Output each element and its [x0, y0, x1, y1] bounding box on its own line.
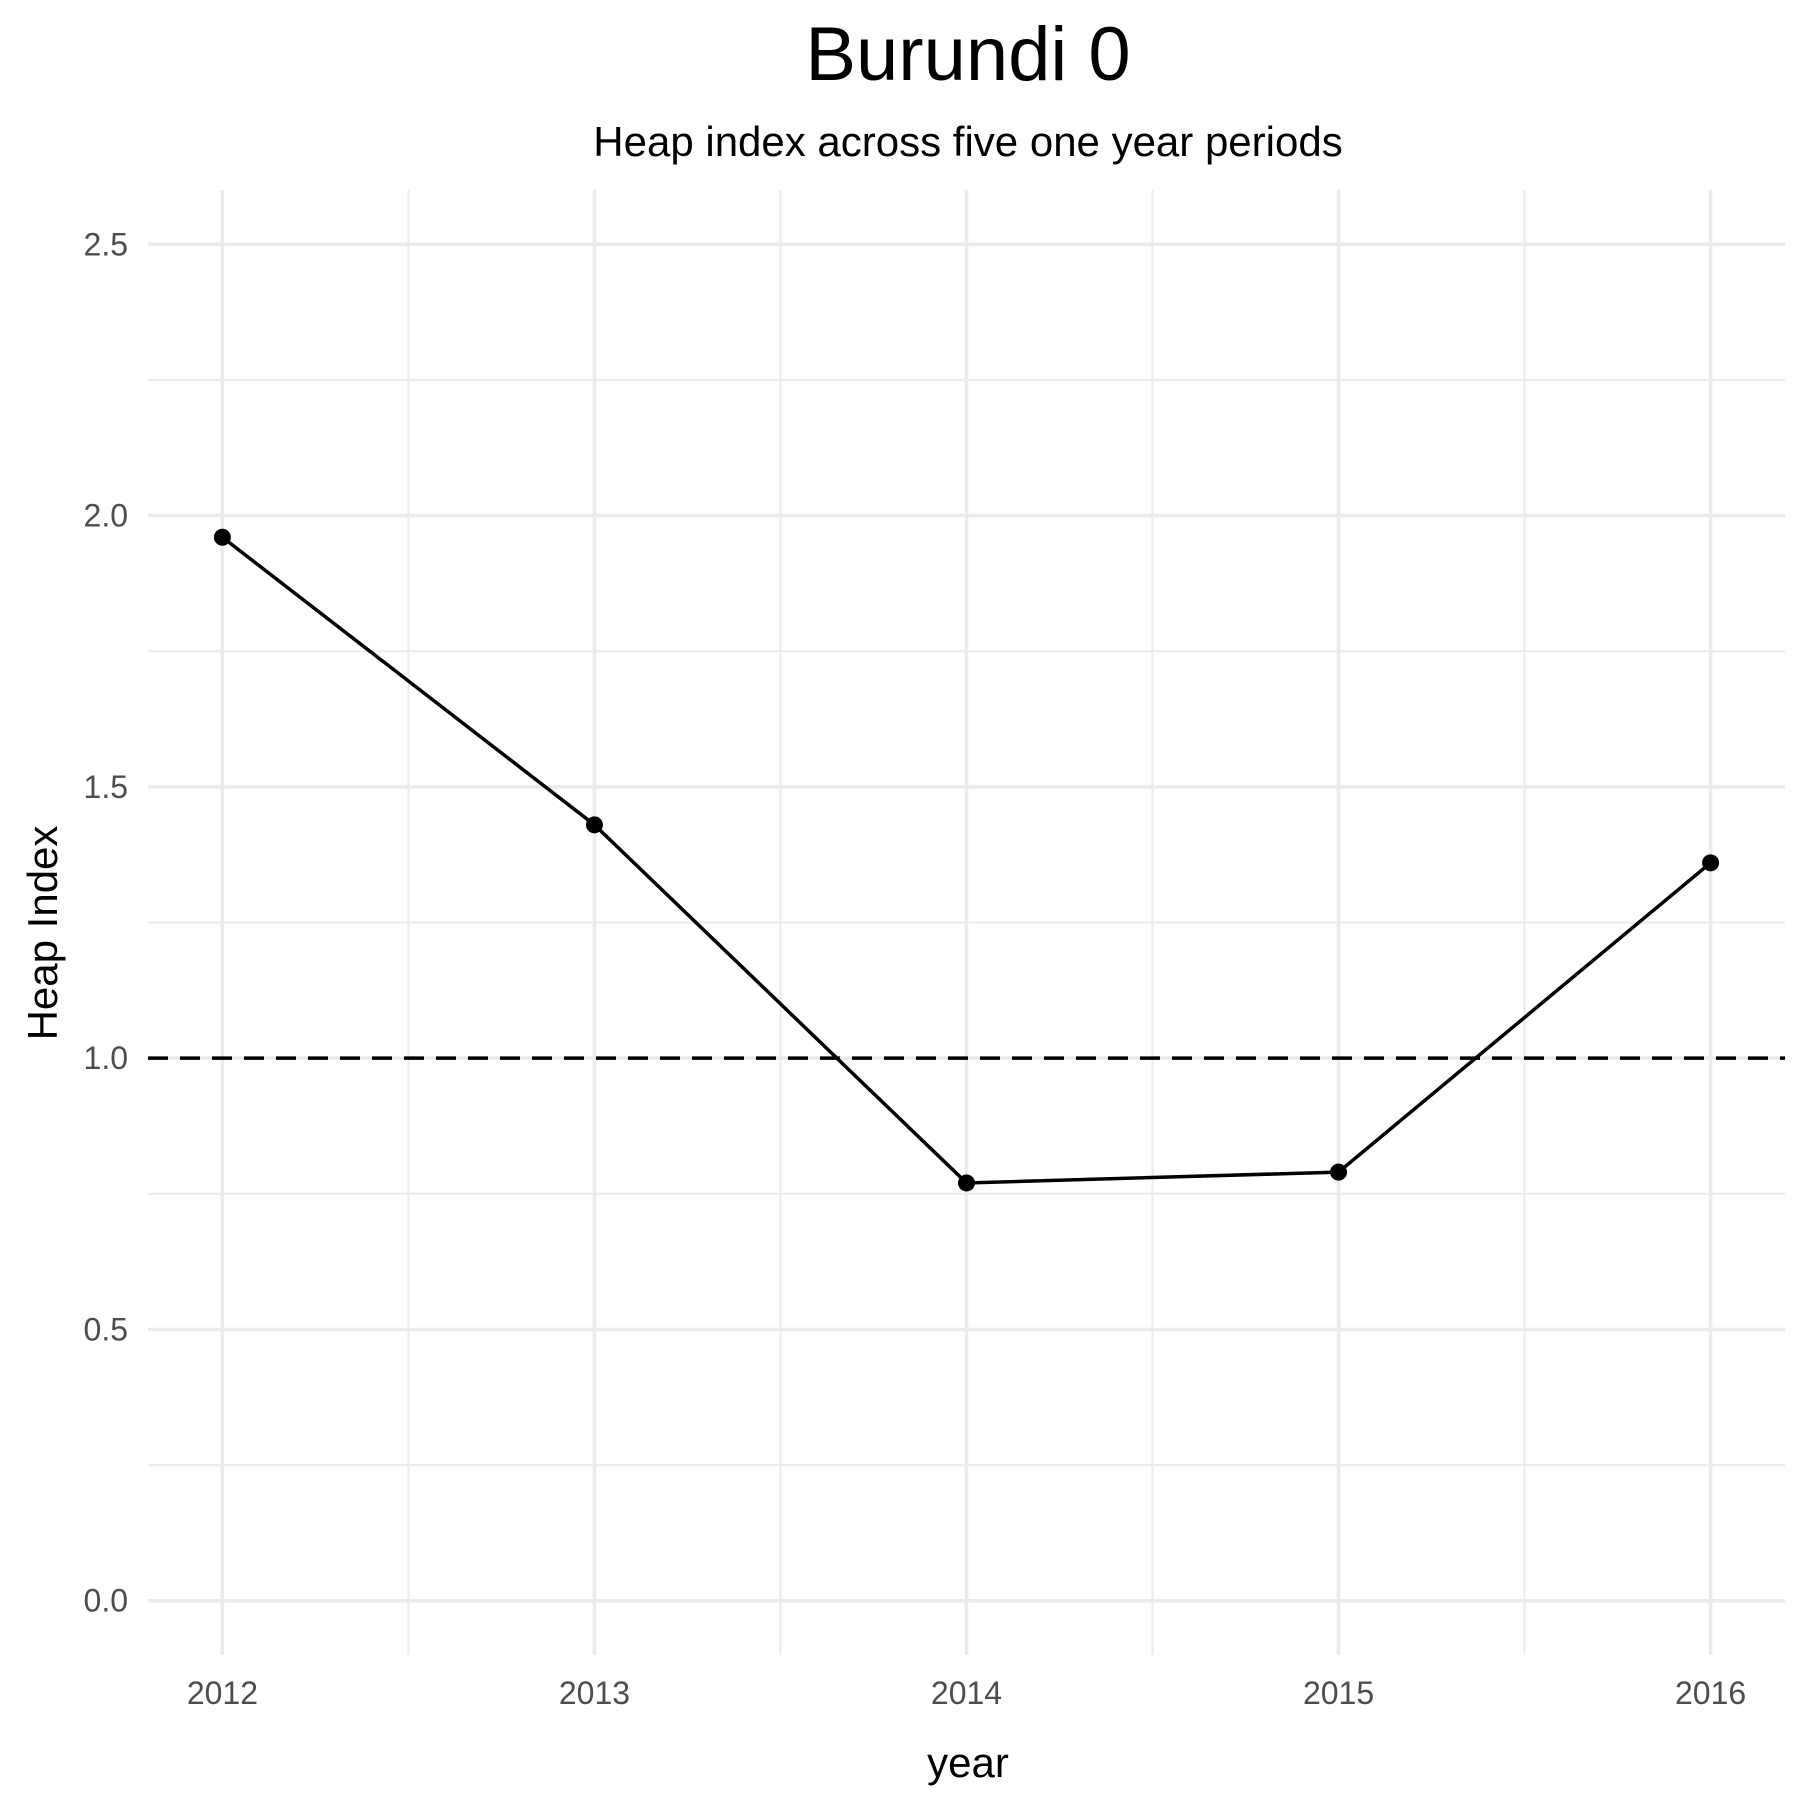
y-axis-ticks: 0.0 0.5 1.0 1.5 2.0 2.5	[84, 226, 128, 1618]
y-tick-label: 1.5	[84, 769, 128, 805]
grid	[148, 190, 1785, 1655]
y-axis-label: Heap Index	[19, 826, 66, 1041]
y-tick-label: 0.0	[84, 1583, 128, 1619]
data-point	[585, 816, 603, 834]
x-tick-label: 2015	[1303, 1675, 1374, 1711]
y-tick-label: 0.5	[84, 1311, 128, 1347]
x-tick-label: 2012	[187, 1675, 258, 1711]
data-points	[213, 528, 1720, 1192]
chart-title: Burundi 0	[805, 12, 1130, 97]
x-tick-label: 2014	[931, 1675, 1002, 1711]
data-point	[958, 1174, 975, 1192]
y-tick-label: 2.5	[84, 226, 128, 262]
x-tick-label: 2016	[1675, 1675, 1746, 1711]
data-point	[1330, 1163, 1348, 1181]
x-tick-label: 2013	[559, 1675, 630, 1711]
data-point	[1702, 854, 1720, 872]
chart-subtitle: Heap index across five one year periods	[593, 118, 1342, 165]
x-axis-label: year	[927, 1739, 1009, 1786]
y-tick-label: 1.0	[84, 1040, 128, 1076]
data-point	[213, 528, 231, 546]
x-axis-ticks: 2012 2013 2014 2015 2016	[187, 1675, 1746, 1711]
y-tick-label: 2.0	[84, 498, 128, 534]
